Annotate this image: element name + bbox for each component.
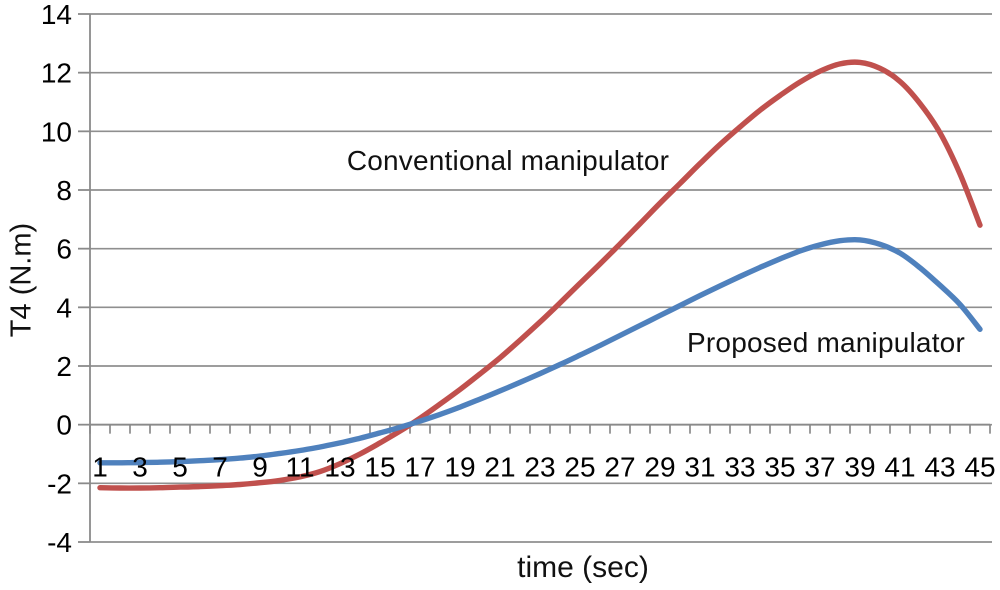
x-tick-label: 37 [804, 452, 835, 483]
x-tick-label: 31 [684, 452, 715, 483]
x-tick-label: 1 [92, 452, 108, 483]
x-tick-label: 27 [604, 452, 635, 483]
y-tick-label: 10 [41, 116, 72, 147]
series-line-conventional-manipulator [97, 59, 983, 491]
x-tick-label: 35 [764, 452, 795, 483]
x-tick-label: 13 [324, 452, 355, 483]
y-tick-label: 2 [56, 351, 72, 382]
series-line-proposed-manipulator [97, 236, 983, 466]
x-tick-label: 25 [564, 452, 595, 483]
x-tick-label: 29 [644, 452, 675, 483]
x-tick-label: 21 [484, 452, 515, 483]
y-tick-label: 8 [56, 175, 72, 206]
y-tick-label: 4 [56, 292, 72, 323]
x-tick-label: 39 [844, 452, 875, 483]
x-tick-label: 41 [884, 452, 915, 483]
x-tick-label: 9 [252, 452, 268, 483]
y-tick-label: -4 [47, 527, 72, 558]
x-tick-label: 19 [444, 452, 475, 483]
x-tick-label: 7 [212, 452, 228, 483]
x-tick-label: 45 [964, 452, 995, 483]
x-tick-label: 15 [364, 452, 395, 483]
x-tick-label: 33 [724, 452, 755, 483]
y-tick-label: 14 [41, 0, 72, 30]
y-tick-label: 12 [41, 58, 72, 89]
x-tick-label: 43 [924, 452, 955, 483]
x-tick-label: 11 [285, 452, 314, 483]
y-tick-label: 6 [56, 234, 72, 265]
x-tick-label: 23 [524, 452, 555, 483]
y-tick-label: -2 [47, 468, 72, 499]
x-tick-label: 3 [132, 452, 148, 483]
y-tick-label: 0 [56, 410, 72, 441]
x-tick-label: 5 [172, 452, 188, 483]
x-tick-label: 17 [404, 452, 435, 483]
